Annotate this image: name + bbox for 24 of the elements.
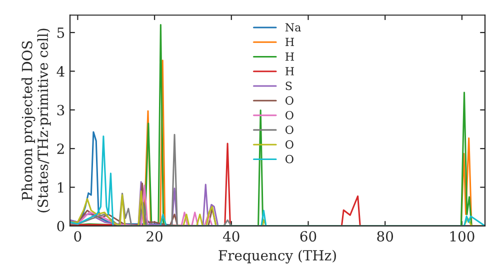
y-axis-title: Phonon projected DOS (States/THz·primitive cell) bbox=[22, 28, 51, 212]
legend-label: H bbox=[285, 52, 294, 61]
legend-label: S bbox=[286, 82, 292, 90]
legend-label: Na bbox=[285, 23, 301, 32]
y-tick-label: 4 bbox=[56, 66, 64, 76]
y-tick-label: 2 bbox=[57, 144, 64, 154]
legend-label: O bbox=[286, 110, 294, 120]
legend-label: O bbox=[286, 96, 294, 105]
y-tick-label: 5 bbox=[57, 28, 64, 38]
x-axis-title: Frequency (THz) bbox=[218, 250, 336, 264]
legend-label: O bbox=[286, 154, 294, 164]
x-tick-label: 80 bbox=[377, 231, 394, 242]
x-tick-label: 100 bbox=[450, 231, 474, 242]
x-tick-label: 40 bbox=[222, 231, 240, 242]
legend-label: H bbox=[285, 38, 294, 46]
x-tick-label: 0 bbox=[74, 231, 82, 242]
y-tick-label: 1 bbox=[58, 182, 64, 193]
y-tick-label: 0 bbox=[57, 220, 64, 232]
x-tick-label: 60 bbox=[300, 231, 316, 242]
y-tick-label: 3 bbox=[57, 104, 64, 116]
x-tick-label: 20 bbox=[146, 231, 162, 242]
legend-label: O bbox=[286, 140, 294, 149]
legend-label: O bbox=[286, 126, 294, 134]
legend-label: H bbox=[285, 67, 294, 76]
